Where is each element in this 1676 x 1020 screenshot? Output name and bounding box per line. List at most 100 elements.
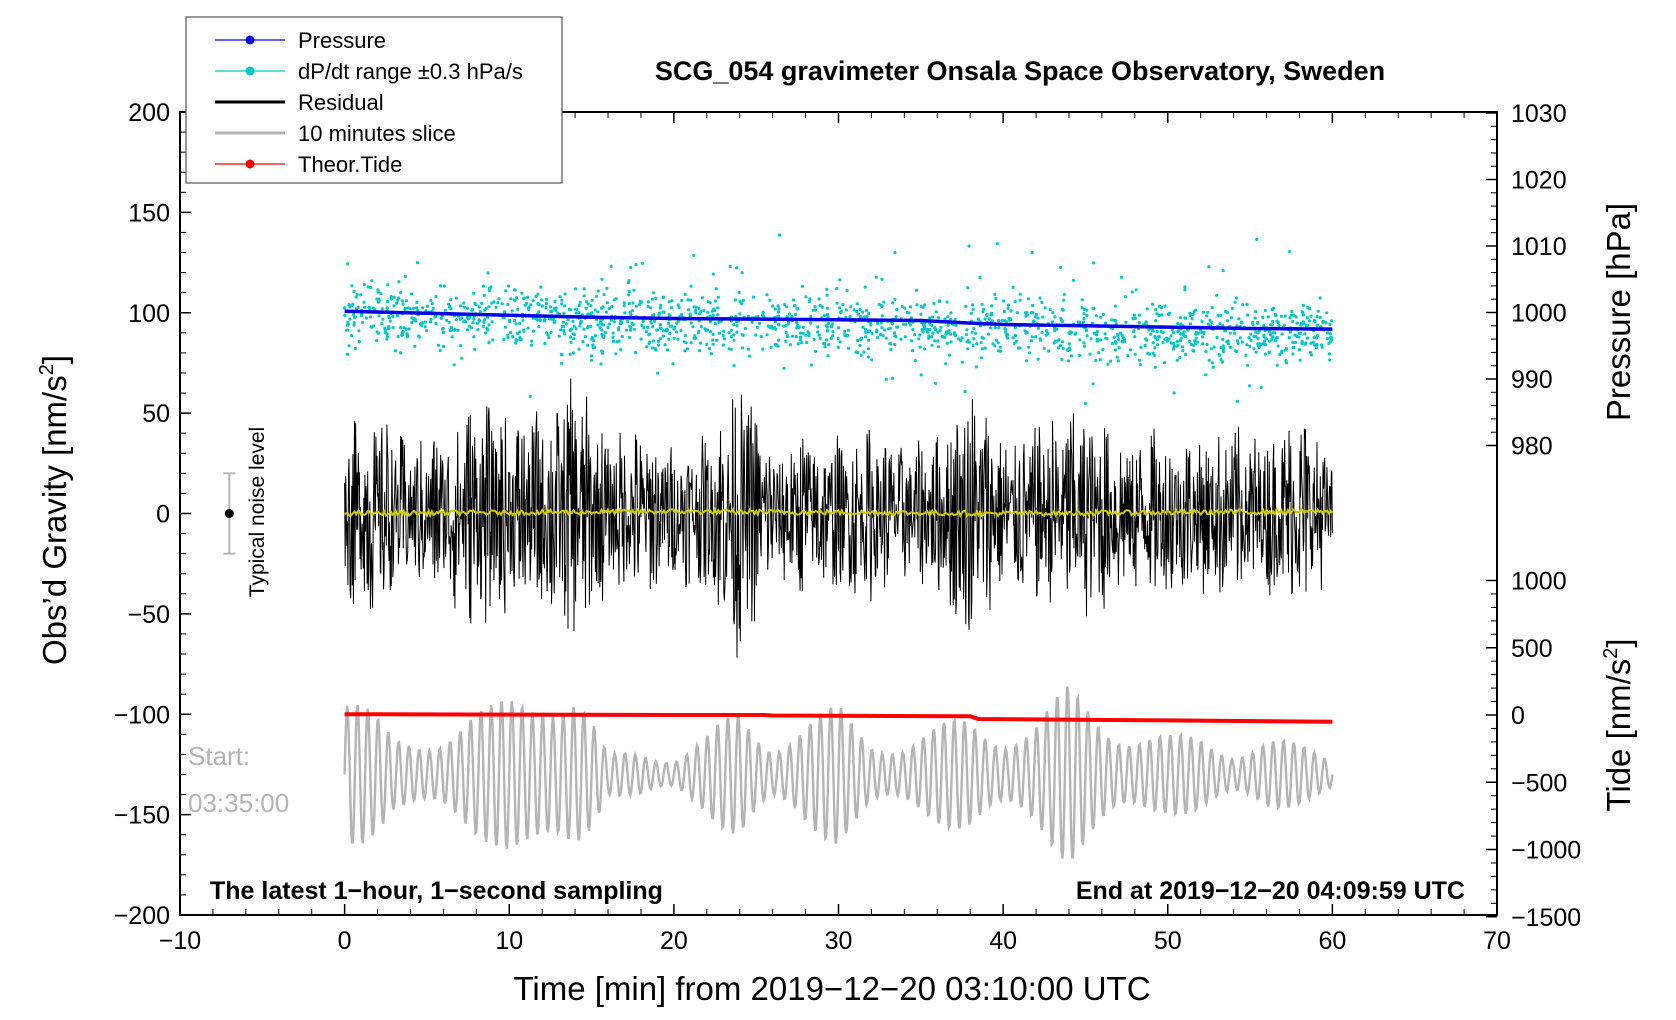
dpdt-point xyxy=(670,306,674,310)
dpdt-point xyxy=(1069,330,1073,334)
dpdt-point xyxy=(345,352,350,356)
dpdt-point xyxy=(547,336,551,340)
dpdt-point xyxy=(1180,345,1185,349)
dpdt-point xyxy=(472,291,476,295)
dpdt-point xyxy=(910,349,915,353)
dpdt-point xyxy=(1221,269,1225,273)
dpdt-point xyxy=(1256,321,1260,325)
dpdt-point xyxy=(458,317,462,321)
dpdt-point xyxy=(1038,296,1042,300)
dpdt-point xyxy=(639,337,643,341)
dpdt-point xyxy=(1112,318,1117,322)
dpdt-point xyxy=(375,297,379,301)
dpdt-point xyxy=(825,338,829,342)
dpdt-point xyxy=(954,323,958,327)
dpdt-point xyxy=(983,346,987,350)
dpdt-point xyxy=(945,330,949,334)
dpdt-point xyxy=(562,328,566,333)
dpdt-point xyxy=(1269,332,1273,336)
dpdt-point xyxy=(1030,304,1035,308)
dpdt-point xyxy=(1288,330,1293,334)
dpdt-point xyxy=(945,300,949,304)
dpdt-point xyxy=(858,343,862,347)
dpdt-point xyxy=(1215,293,1219,297)
dpdt-point xyxy=(399,326,403,330)
dpdt-point xyxy=(414,306,419,310)
dpdt-point xyxy=(425,304,429,308)
dpdt-point xyxy=(656,339,661,343)
dpdt-point xyxy=(1225,319,1230,323)
dpdt-point xyxy=(663,343,667,347)
dpdt-point xyxy=(1036,326,1041,330)
dpdt-point xyxy=(722,329,726,333)
dpdt-point xyxy=(433,314,438,319)
dpdt-point xyxy=(1113,340,1117,344)
dpdt-point xyxy=(798,335,803,339)
dpdt-point xyxy=(1150,302,1155,306)
dpdt-point xyxy=(1034,335,1038,339)
dpdt-point xyxy=(1201,335,1205,339)
dpdt-point xyxy=(666,321,671,325)
dpdt-point xyxy=(395,314,399,318)
dpdt-point xyxy=(1315,323,1319,327)
dpdt-point xyxy=(639,300,644,304)
dpdt-point xyxy=(689,321,693,325)
dpdt-point xyxy=(689,298,693,302)
dpdt-point xyxy=(504,289,508,293)
dpdt-point xyxy=(782,366,786,370)
dpdt-point xyxy=(414,319,418,323)
dpdt-point xyxy=(704,329,708,333)
dpdt-point xyxy=(522,329,526,333)
dpdt-point xyxy=(454,296,458,300)
dpdt-point xyxy=(560,324,564,329)
dpdt-point xyxy=(534,294,538,299)
dpdt-point xyxy=(403,306,407,310)
dpdt-point xyxy=(582,294,586,298)
dpdt-point xyxy=(820,305,825,309)
dpdt-point xyxy=(598,326,602,330)
dpdt-point xyxy=(1195,340,1199,344)
dpdt-point xyxy=(547,317,552,321)
dpdt-point xyxy=(618,322,623,326)
dpdt-point xyxy=(1131,316,1135,320)
dpdt-point xyxy=(861,310,865,314)
dpdt-point xyxy=(691,325,695,329)
dpdt-point xyxy=(627,301,632,306)
dpdt-point xyxy=(875,321,880,325)
dpdt-point xyxy=(946,323,950,327)
dpdt-point xyxy=(1201,310,1205,314)
dpdt-point xyxy=(396,334,400,339)
dpdt-point xyxy=(1101,347,1105,352)
dpdt-point xyxy=(1106,362,1110,366)
x-axis-label: Time [min] from 2019−12−20 03:10:00 UTC xyxy=(513,970,1150,1007)
dpdt-point xyxy=(1307,319,1312,323)
dpdt-point xyxy=(1295,321,1299,325)
dpdt-point xyxy=(1330,319,1334,323)
dpdt-point xyxy=(880,304,884,308)
dpdt-point xyxy=(761,310,765,314)
dpdt-point xyxy=(1040,300,1044,305)
dpdt-point xyxy=(721,343,726,347)
dpdt-point xyxy=(402,326,406,330)
dpdt-point xyxy=(544,331,549,335)
dpdt-point xyxy=(387,316,391,320)
dpdt-point xyxy=(934,381,938,385)
dpdt-point xyxy=(700,296,705,300)
dpdt-point xyxy=(1058,344,1063,348)
dpdt-point xyxy=(1233,331,1237,335)
dpdt-point xyxy=(1229,316,1233,320)
dpdt-point xyxy=(633,350,638,355)
dpdt-point xyxy=(1077,353,1082,357)
dpdt-point xyxy=(354,295,358,299)
dpdt-point xyxy=(465,328,469,332)
dpdt-point xyxy=(1002,309,1007,314)
dpdt-point xyxy=(381,317,385,321)
dpdt-point xyxy=(831,334,835,338)
dpdt-point xyxy=(1009,309,1013,313)
dpdt-point xyxy=(668,331,672,336)
dpdt-point xyxy=(997,318,1001,323)
dpdt-point xyxy=(1032,319,1036,323)
dpdt-point xyxy=(928,327,932,332)
dpdt-point xyxy=(611,331,615,335)
dpdt-point xyxy=(614,297,618,301)
